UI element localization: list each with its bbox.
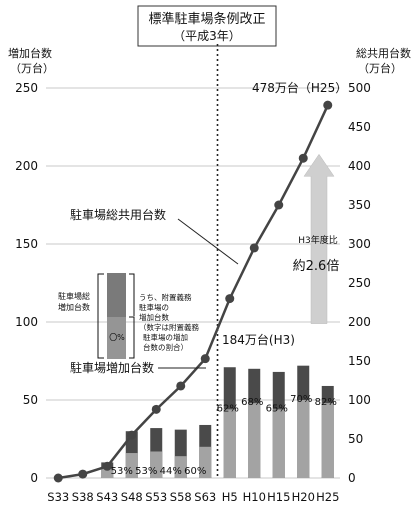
bar-mandatory [248, 403, 261, 478]
percent-label: 53% [135, 466, 157, 477]
total-line [58, 104, 329, 480]
percent-labels: 53% 53% 44% 60%62%68%65%70% 82% [111, 394, 337, 477]
title-box [137, 5, 277, 47]
total-point [225, 294, 235, 304]
legend-right-bracket [129, 273, 135, 316]
legend-pct-sample: 〇% [109, 333, 125, 342]
ratio-value: 約2.6倍 [293, 259, 340, 274]
left-tick-labels: 0 50 100 150 200 250 [15, 81, 38, 485]
percent-label: 68% [241, 397, 263, 408]
x-tick-label: S58 [170, 490, 192, 504]
x-tick-label: S63 [194, 490, 216, 504]
legend-left-bracket [97, 273, 104, 359]
left-tick-label: 50 [23, 393, 38, 407]
percent-label: 60% [184, 466, 206, 477]
right-tick-label: 500 [348, 81, 371, 95]
left-tick-label: 200 [15, 159, 38, 173]
bars [101, 365, 334, 478]
right-tick-label: 200 [348, 315, 371, 329]
left-tick-label: 250 [15, 81, 38, 95]
x-tick-label: S38 [72, 490, 94, 504]
legend: 駐車場総 増加台数 〇% うち、附置義務 駐車場の 増加台数 （数字は附置義務 … [58, 273, 199, 359]
total-point [102, 461, 112, 471]
right-tick-label: 50 [348, 432, 363, 446]
bar-mandatory [199, 446, 212, 478]
percent-label: 70% [290, 394, 312, 405]
legend-mandatory-label-4: （数字は附置義務 [139, 322, 199, 332]
total-point [298, 153, 308, 163]
bar-mandatory [223, 409, 236, 478]
total-point [127, 430, 137, 440]
total-point [323, 100, 333, 110]
percent-label: 53% [111, 466, 133, 477]
bar-mandatory [272, 409, 285, 478]
right-tick-label: 300 [348, 237, 371, 251]
right-axis-label: 総共用台数 [356, 46, 411, 60]
total-point [200, 354, 210, 364]
legend-mandatory-swatch [107, 317, 126, 359]
left-axis-label: 増加台数 [8, 46, 52, 60]
x-tick-label: H15 [267, 490, 290, 504]
percent-label: 65% [266, 403, 288, 414]
right-tick-label: 150 [348, 354, 371, 368]
legend-mandatory-label-2: 駐車場の [139, 302, 169, 312]
right-tick-label: 350 [348, 198, 371, 212]
bar-mandatory [150, 451, 163, 478]
total-point [274, 200, 284, 210]
ratio-caption: H3年度比 [298, 234, 338, 246]
x-tick-label: H5 [222, 490, 238, 504]
x-tick-label: S53 [145, 490, 167, 504]
legend-mandatory-label-6: 台数の割合） [143, 342, 188, 352]
line-series-label: 駐車場総共用台数 [70, 207, 166, 222]
right-tick-labels: 0 50 100 150 200 250 300 350 400 450 500 [348, 81, 371, 485]
x-tick-label: S33 [47, 490, 69, 504]
x-tick-label: H20 [292, 490, 315, 504]
total-point [78, 469, 88, 479]
bar-mandatory [321, 403, 334, 478]
line-label-leader [177, 218, 239, 265]
bar-series-label: 駐車場増加台数 [70, 360, 154, 375]
growth-arrow [303, 153, 335, 324]
percent-label: 44% [160, 466, 182, 477]
bar-mandatory [125, 453, 138, 478]
bar-mandatory [297, 400, 310, 478]
legend-total-label-2: 増加台数 [58, 302, 90, 312]
legend-total-swatch [107, 273, 126, 317]
left-tick-label: 100 [15, 315, 38, 329]
left-tick-label: 150 [15, 237, 38, 251]
x-tick-label: H25 [316, 490, 339, 504]
chart-title: 標準駐車場条例改正 [148, 11, 265, 27]
total-point [151, 404, 161, 414]
legend-mandatory-label-1: うち、附置義務 [139, 292, 192, 302]
chart-subtitle: （平成3年） [173, 29, 241, 43]
right-tick-label: 250 [348, 276, 371, 290]
h3-total-annotation: 184万台(H3) [222, 332, 295, 347]
right-tick-label: 400 [348, 159, 371, 173]
right-tick-label: 0 [348, 471, 356, 485]
legend-mandatory-label-5: 駐車場の増加 [143, 332, 188, 342]
total-points [53, 100, 333, 483]
percent-label: 82% [315, 397, 337, 408]
x-tick-labels: S33 S38 S43 S48 S53 S58 S63 H5 H10 H15 H20 H25 [47, 490, 339, 504]
total-point [249, 243, 259, 253]
total-point [53, 473, 63, 483]
legend-mandatory-label-3: 増加台数 [139, 312, 169, 322]
bar-mandatory [101, 468, 114, 478]
left-tick-label: 0 [30, 471, 38, 485]
legend-right-bracket-lower [129, 316, 135, 359]
x-tick-label: S48 [121, 490, 143, 504]
x-tick-label: S43 [96, 490, 118, 504]
legend-total-label-1: 駐車場総 [58, 291, 90, 301]
percent-label: 62% [217, 403, 239, 414]
total-point [176, 381, 186, 391]
final-total-annotation: 478万台（H25） [252, 80, 347, 95]
bar-mandatory [174, 456, 187, 478]
right-tick-label: 450 [348, 120, 371, 134]
gridlines [46, 87, 340, 479]
x-tick-label: H10 [243, 490, 266, 504]
right-axis-unit: （万台） [358, 61, 402, 75]
right-tick-label: 100 [348, 393, 371, 407]
left-axis-unit: （万台） [10, 61, 54, 75]
